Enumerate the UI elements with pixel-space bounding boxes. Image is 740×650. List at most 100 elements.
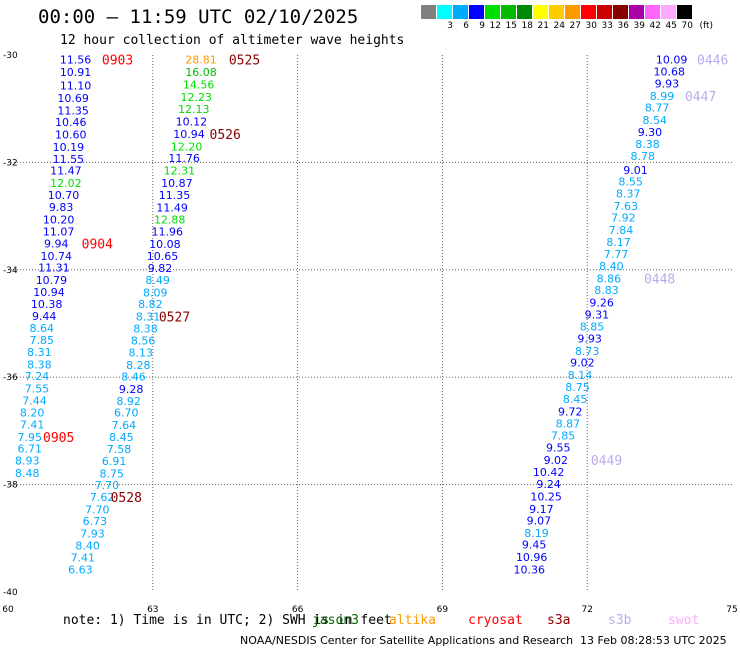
wave-height-point: 9.93 [577, 333, 602, 346]
wave-height-point: 8.78 [630, 150, 655, 163]
wave-height-point: 7.44 [22, 394, 47, 407]
wave-height-point: 7.41 [20, 418, 45, 431]
wave-height-point: 10.91 [60, 66, 92, 79]
wave-height-point: 8.40 [75, 539, 100, 552]
pass-time-label: 0447 [685, 90, 716, 105]
legend-swatch [517, 5, 533, 19]
wave-height-point: 7.77 [604, 248, 629, 261]
wave-height-point: 6.70 [114, 407, 139, 420]
wave-height-point: 8.31 [27, 346, 52, 359]
wave-height-point: 9.01 [623, 164, 648, 177]
satellite-legend-item: s3a [547, 613, 571, 628]
wave-height-point: 8.38 [133, 322, 158, 335]
wave-height-point: 8.73 [575, 345, 600, 358]
wave-height-point: 10.96 [516, 551, 548, 564]
wave-height-point: 7.64 [112, 419, 137, 432]
wave-height-point: 11.35 [159, 189, 191, 202]
legend-label: 36 [617, 21, 629, 31]
wave-height-point: 8.64 [30, 322, 55, 335]
page-subtitle: 12 hour collection of altimeter wave hei… [60, 33, 405, 48]
legend-label: 70 [681, 21, 693, 31]
legend-label: 27 [569, 21, 581, 31]
legend-swatch [661, 5, 677, 19]
wave-height-point: 10.08 [149, 238, 181, 251]
wave-height-point: 8.37 [616, 188, 641, 201]
wave-height-point: 8.45 [563, 393, 588, 406]
y-tick-label: -32 [3, 158, 18, 168]
wave-height-point: 9.26 [589, 297, 614, 310]
satellite-legend-item: cryosat [468, 613, 523, 628]
wave-height-point: 6.73 [83, 515, 108, 528]
wave-height-point: 8.82 [138, 298, 163, 311]
y-tick-label: -34 [3, 266, 18, 276]
wave-height-point: 8.45 [109, 431, 134, 444]
wave-height-point: 9.24 [536, 478, 561, 491]
wave-height-point: 7.70 [95, 479, 120, 492]
wave-height-point: 8.20 [20, 407, 45, 420]
x-tick-label: 66 [292, 605, 304, 615]
wave-height-point: 8.09 [143, 286, 168, 299]
wave-height-point: 12.20 [171, 140, 203, 153]
footer-note: note: 1) Time is in UTC; 2) SWH is in fe… [63, 613, 392, 628]
wave-height-point: 11.07 [43, 226, 75, 239]
legend-swatch [453, 5, 469, 19]
wave-height-point: 8.17 [606, 236, 631, 249]
wave-height-point: 8.55 [618, 176, 643, 189]
legend-swatch [581, 5, 597, 19]
legend-label: 12 [489, 21, 501, 31]
legend-swatch [485, 5, 501, 19]
legend-label: 42 [649, 21, 661, 31]
legend-swatch [469, 5, 485, 19]
wave-height-point: 10.60 [55, 128, 87, 141]
legend-label: 18 [521, 21, 533, 31]
y-tick-label: -40 [3, 588, 18, 598]
y-tick-label: -30 [3, 51, 18, 61]
wave-height-point: 7.85 [30, 334, 55, 347]
wave-height-point: 9.02 [544, 454, 569, 467]
legend-swatch [613, 5, 629, 19]
wave-height-point: 9.45 [522, 539, 547, 552]
wave-height-point: 12.23 [180, 91, 212, 104]
wave-height-point: 9.55 [546, 442, 571, 455]
wave-height-point: 9.83 [49, 201, 74, 214]
wave-height-point: 9.72 [558, 406, 583, 419]
wave-height-point: 7.24 [25, 370, 50, 383]
wave-height-point: 7.55 [25, 382, 50, 395]
legend-label: 3 [447, 21, 453, 31]
wave-height-point: 9.44 [32, 310, 57, 323]
page-title: 00:00 – 11:59 UTC 02/10/2025 [38, 6, 359, 28]
pass-time-label: 0446 [697, 53, 728, 68]
wave-height-point: 10.70 [48, 189, 80, 202]
wave-height-point: 7.84 [609, 224, 634, 237]
wave-height-point: 10.12 [176, 116, 208, 129]
wave-height-point: 10.65 [147, 250, 179, 263]
wave-height-point: 8.28 [126, 359, 151, 372]
wave-height-point: 8.31 [136, 311, 161, 324]
wave-height-point: 10.74 [41, 250, 73, 263]
x-tick-label: 75 [726, 605, 737, 615]
wave-height-point: 11.10 [60, 80, 92, 93]
legend-label: 45 [665, 21, 677, 31]
wave-height-point: 8.92 [116, 395, 141, 408]
wave-height-point: 10.79 [36, 274, 68, 287]
pass-time-label: 0528 [111, 491, 142, 506]
wave-height-point: 6.71 [17, 443, 42, 456]
wave-height-point: 8.99 [650, 90, 675, 103]
wave-height-point: 9.93 [655, 77, 680, 90]
legend-unit: (ft) [699, 21, 713, 31]
x-tick-label: 63 [147, 605, 158, 615]
legend-swatch [565, 5, 581, 19]
wave-height-point: 11.31 [38, 262, 70, 275]
pass-time-label: 0448 [644, 272, 675, 287]
wave-height-point: 9.07 [527, 515, 552, 528]
satellite-legend-item: swot [668, 613, 700, 628]
legend-swatch [677, 5, 693, 19]
legend-swatch [421, 5, 437, 19]
legend-label: 6 [463, 21, 469, 31]
wave-height-point: 11.35 [57, 104, 89, 117]
legend-swatch [597, 5, 613, 19]
wave-height-point: 6.63 [68, 563, 93, 576]
satellite-legend-item: altika [389, 613, 436, 628]
wave-height-point: 9.28 [119, 383, 144, 396]
